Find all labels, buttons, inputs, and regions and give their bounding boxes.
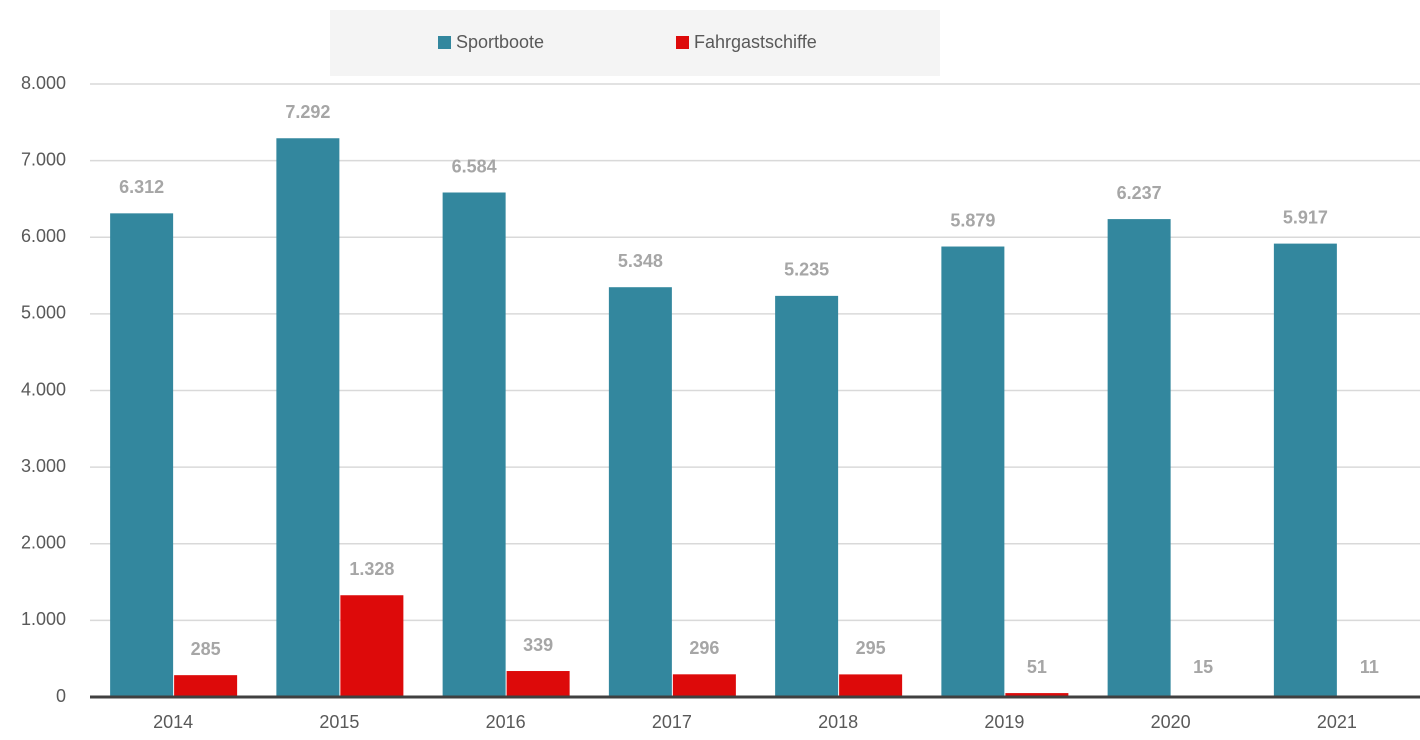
- data-label: 51: [1027, 657, 1047, 677]
- data-label: 296: [689, 638, 719, 658]
- bar: [340, 595, 404, 697]
- bar: [110, 213, 174, 697]
- bar: [839, 674, 903, 697]
- data-label: 295: [856, 638, 886, 658]
- x-tick-label: 2014: [153, 712, 193, 732]
- y-tick-label: 3.000: [21, 456, 66, 476]
- data-label: 5.348: [618, 251, 663, 271]
- data-label: 6.584: [452, 156, 497, 176]
- y-tick-label: 2.000: [21, 533, 66, 553]
- legend-swatch: [438, 36, 451, 49]
- x-tick-label: 2016: [486, 712, 526, 732]
- bar: [174, 675, 238, 697]
- bar: [608, 287, 672, 697]
- data-label: 7.292: [285, 102, 330, 122]
- data-label: 5.235: [784, 260, 829, 280]
- x-tick-label: 2015: [319, 712, 359, 732]
- data-label: 11: [1360, 657, 1379, 677]
- x-tick-label: 2021: [1317, 712, 1357, 732]
- data-label: 1.328: [349, 559, 394, 579]
- bar: [672, 674, 736, 697]
- legend-label: Sportboote: [456, 32, 544, 52]
- x-tick-label: 2017: [652, 712, 692, 732]
- data-label: 6.237: [1117, 183, 1162, 203]
- y-tick-label: 8.000: [21, 73, 66, 93]
- y-tick-label: 4.000: [21, 379, 66, 399]
- y-tick-label: 7.000: [21, 149, 66, 169]
- bar: [442, 192, 506, 697]
- data-label: 5.917: [1283, 207, 1328, 227]
- bar: [1005, 693, 1069, 697]
- bar: [1107, 219, 1171, 697]
- bar: [1273, 243, 1337, 698]
- y-tick-label: 0: [56, 686, 66, 706]
- y-tick-label: 1.000: [21, 609, 66, 629]
- legend-label: Fahrgastschiffe: [694, 32, 817, 52]
- legend-swatch: [676, 36, 689, 49]
- x-tick-label: 2019: [984, 712, 1024, 732]
- data-label: 5.879: [950, 210, 995, 230]
- bar: [506, 671, 570, 697]
- y-tick-label: 6.000: [21, 226, 66, 246]
- data-label: 339: [523, 635, 553, 655]
- y-tick-label: 5.000: [21, 303, 66, 323]
- data-label: 15: [1193, 657, 1213, 677]
- data-label: 6.312: [119, 177, 164, 197]
- bar: [941, 246, 1005, 698]
- x-tick-label: 2020: [1151, 712, 1191, 732]
- data-label: 285: [191, 639, 221, 659]
- bar: [276, 138, 340, 698]
- bar: [775, 295, 839, 697]
- legend-box: [330, 10, 940, 76]
- x-tick-label: 2018: [818, 712, 858, 732]
